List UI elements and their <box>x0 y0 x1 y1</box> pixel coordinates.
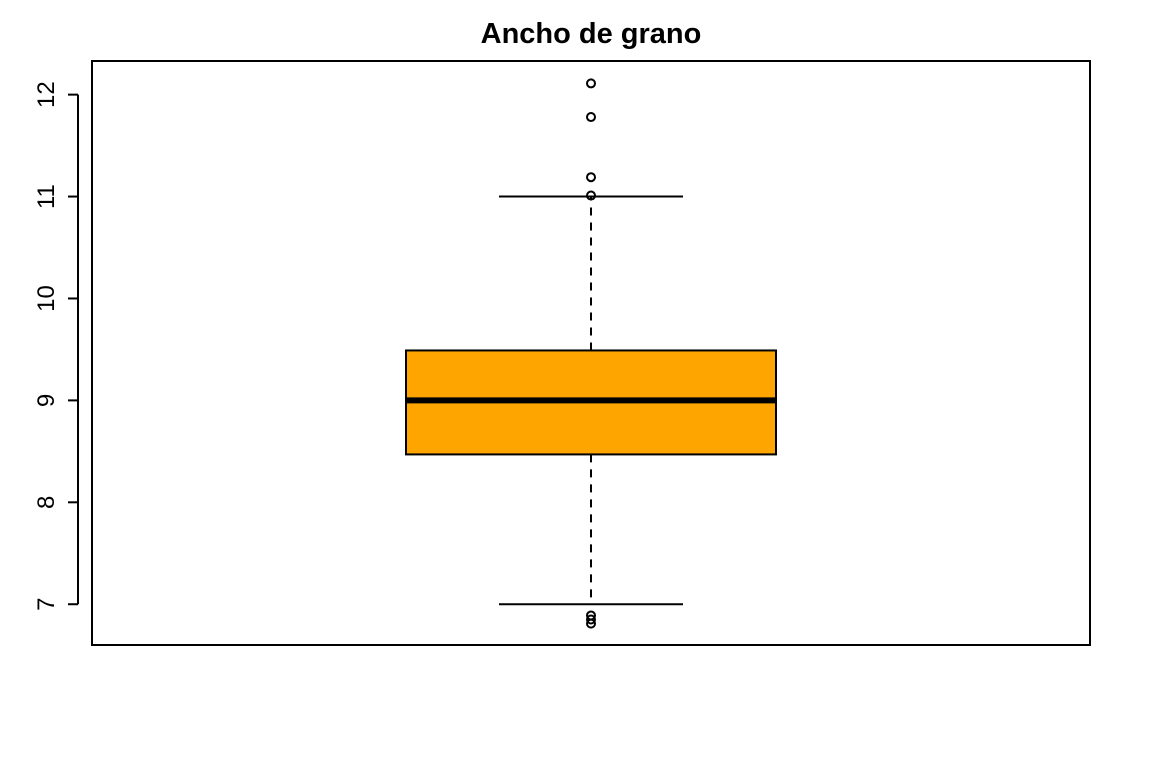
y-tick-label: 9 <box>33 394 60 407</box>
y-tick-label: 12 <box>33 81 60 108</box>
y-tick-label: 10 <box>33 285 60 312</box>
y-axis: 7 8 9 10 11 12 <box>33 81 79 611</box>
outlier-point <box>586 78 596 89</box>
y-tick-label: 11 <box>33 184 60 209</box>
outlier-point <box>586 172 596 183</box>
outlier-point <box>586 190 596 201</box>
y-tick-label: 8 <box>33 496 60 509</box>
outlier-point <box>586 614 596 625</box>
box-group <box>405 195 777 606</box>
plot-frame <box>91 60 1091 646</box>
y-tick-label: 7 <box>33 598 60 611</box>
outlier-group <box>586 78 596 629</box>
outlier-point <box>586 112 596 123</box>
outlier-point <box>586 618 596 629</box>
chart-title: Ancho de grano <box>481 18 702 50</box>
